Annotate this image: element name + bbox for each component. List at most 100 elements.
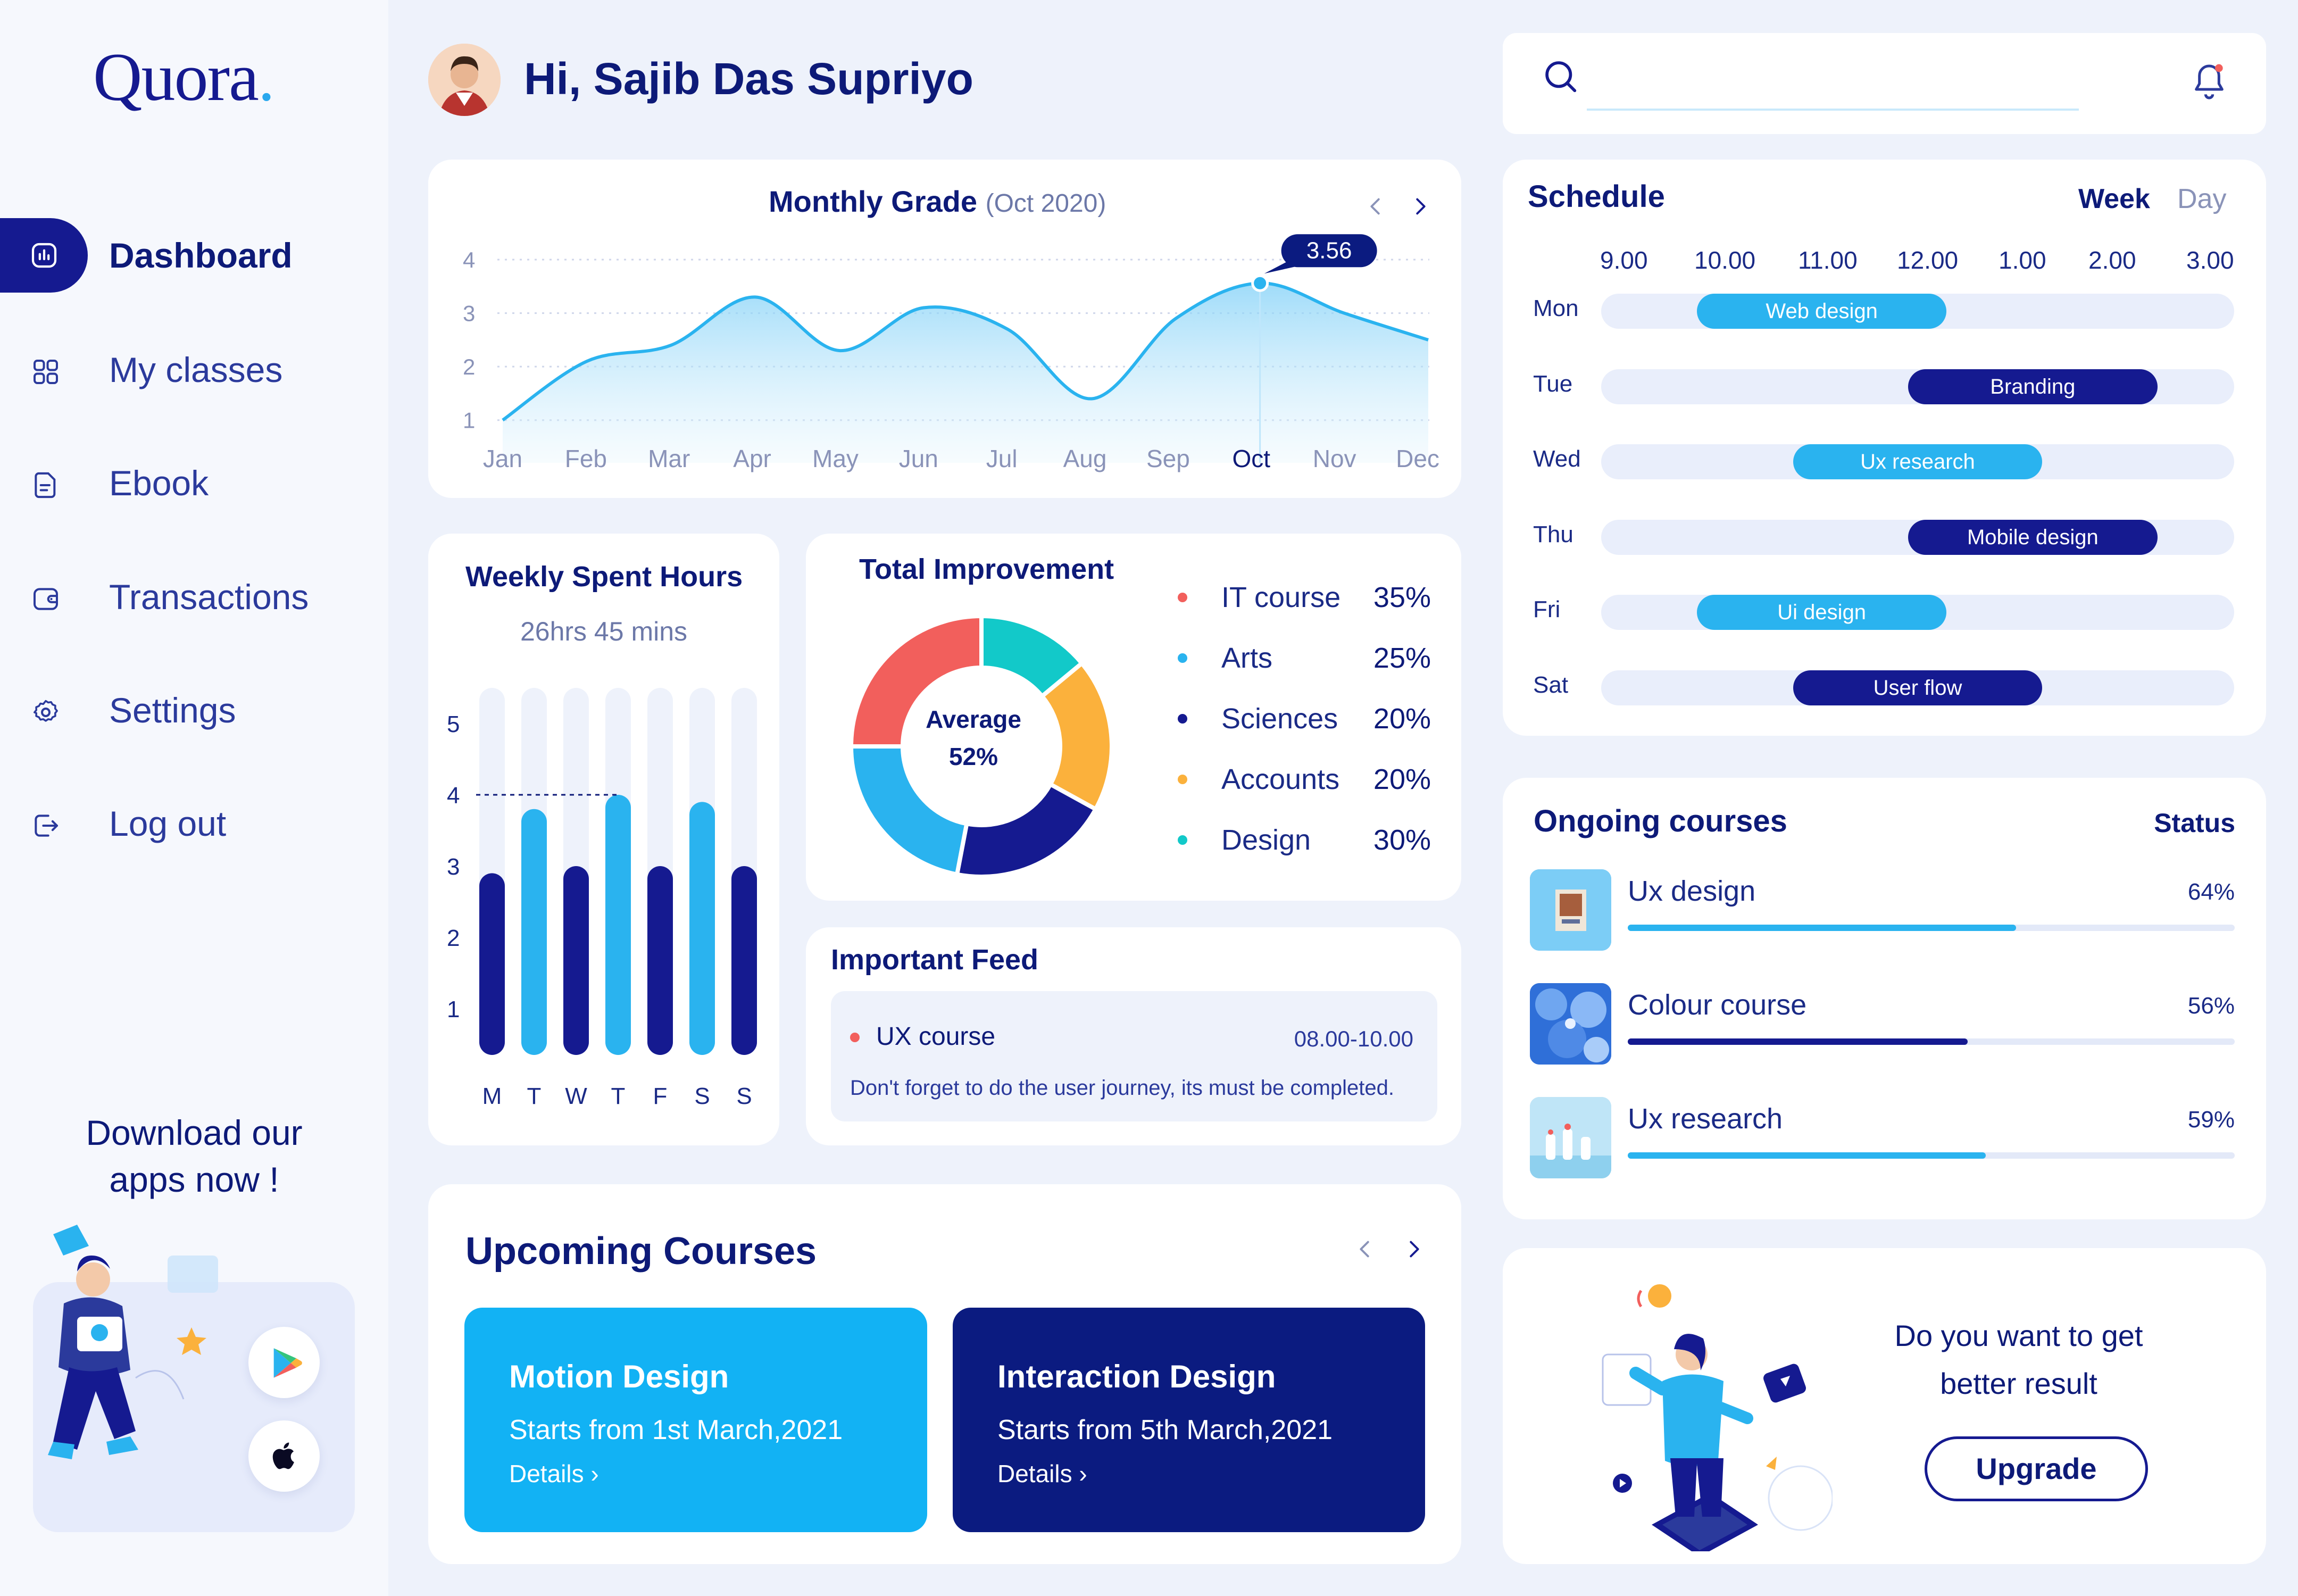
progress-fill xyxy=(1628,1038,1968,1045)
legend-dot xyxy=(1178,593,1187,602)
logo-dot: . xyxy=(257,39,275,115)
course-row-ux-research[interactable]: Ux research 59% xyxy=(1530,1097,2235,1182)
bar xyxy=(521,809,547,1055)
tab-week[interactable]: Week xyxy=(2078,184,2150,214)
details-link[interactable]: Details › xyxy=(997,1459,1087,1488)
sidebar-item-ebook[interactable]: Ebook xyxy=(0,446,372,520)
x-tick-label: T xyxy=(527,1083,542,1109)
legend-name: Accounts xyxy=(1221,763,1340,795)
course-start: Starts from 5th March,2021 xyxy=(997,1415,1333,1445)
x-tick-label: Mar xyxy=(648,445,690,472)
schedule-event[interactable]: Ux research xyxy=(1793,444,2043,479)
x-tick-label: Aug xyxy=(1063,445,1107,472)
schedule-event[interactable]: User flow xyxy=(1793,670,2043,705)
sidebar-item-transactions[interactable]: Transactions xyxy=(0,560,372,634)
y-tick-label: 1 xyxy=(447,996,460,1023)
x-tick-label: Jul xyxy=(986,445,1018,472)
search-card xyxy=(1503,33,2266,134)
course-card-motion-design[interactable]: Motion Design Starts from 1st March,2021… xyxy=(464,1308,927,1532)
total-improvement-title: Total Improvement xyxy=(859,553,1114,585)
ux-design-thumbnail xyxy=(1530,869,1611,951)
chevron-right-icon[interactable] xyxy=(1402,1233,1426,1265)
bar xyxy=(479,873,505,1055)
apple-icon xyxy=(272,1442,294,1469)
bell-icon[interactable] xyxy=(2188,60,2230,104)
x-tick-label: T xyxy=(611,1083,626,1109)
sidebar-item-log-out[interactable]: Log out xyxy=(0,786,372,861)
chevron-left-icon[interactable] xyxy=(1353,1233,1377,1265)
legend-value: 25% xyxy=(1373,642,1431,674)
feed-time: 08.00-10.00 xyxy=(1294,1026,1413,1051)
schedule-title: Schedule xyxy=(1528,179,1665,214)
schedule-track: User flow xyxy=(1601,670,2234,705)
sidebar-item-settings[interactable]: Settings xyxy=(0,673,372,747)
greeting: Hi, Sajib Das Supriyo xyxy=(524,54,973,104)
tab-day[interactable]: Day xyxy=(2177,184,2227,214)
y-tick-label: 4 xyxy=(447,783,460,809)
time-label: 1.00 xyxy=(1999,246,2046,274)
bar xyxy=(731,866,757,1055)
schedule-event[interactable]: Ui design xyxy=(1697,595,1947,630)
course-thumbnail xyxy=(1530,869,1611,951)
course-row-ux-design[interactable]: Ux design 64% xyxy=(1530,869,2235,954)
feed-item[interactable]: UX course 08.00-10.00 Don't forget to do… xyxy=(831,991,1437,1121)
promo-text: Do you want to get better result xyxy=(1875,1312,2162,1408)
feed-dot xyxy=(850,1033,860,1042)
ux-research-thumbnail xyxy=(1530,1097,1611,1178)
search-input[interactable] xyxy=(1587,109,2079,111)
course-row-colour-course[interactable]: Colour course 56% xyxy=(1530,983,2235,1068)
legend-name: Sciences xyxy=(1221,703,1338,735)
chevron-right-icon[interactable] xyxy=(1408,190,1433,222)
x-tick-label: May xyxy=(812,445,859,472)
details-label: Details xyxy=(509,1460,584,1487)
quora-logo[interactable]: Quora. xyxy=(93,38,275,117)
x-tick-label: S xyxy=(694,1083,710,1109)
day-label: Sat xyxy=(1533,672,1569,698)
sidebar-item-label: Dashboard xyxy=(109,236,293,275)
highlight-point xyxy=(1251,274,1269,292)
course-thumbnail xyxy=(1530,1097,1611,1178)
schedule-event[interactable]: Mobile design xyxy=(1908,520,2158,555)
colour-course-thumbnail xyxy=(1530,983,1611,1065)
details-link[interactable]: Details › xyxy=(509,1459,599,1488)
logout-icon xyxy=(35,814,58,837)
logo-text: Quora xyxy=(93,39,259,115)
legend-item: IT course 35% xyxy=(1176,575,1431,617)
progress-track xyxy=(1628,1152,2235,1159)
schedule-event[interactable]: Web design xyxy=(1697,294,1947,329)
monthly-grade-card: Monthly Grade (Oct 2020) 1 2 3 4 3.56 Jan Feb M… xyxy=(428,160,1461,498)
day-label: Fri xyxy=(1533,596,1561,622)
gear-icon xyxy=(34,700,58,722)
avatar[interactable] xyxy=(428,44,501,116)
time-label: 2.00 xyxy=(2088,246,2136,274)
legend-dot xyxy=(1178,775,1187,784)
search-icon[interactable] xyxy=(1541,57,1581,97)
progress-track xyxy=(1628,925,2235,931)
student-illustration xyxy=(48,1225,218,1459)
app-store-button[interactable] xyxy=(248,1420,320,1492)
y-tick-label: 3 xyxy=(447,854,460,880)
sidebar-item-dashboard[interactable]: Dashboard xyxy=(0,218,372,293)
y-tick-label: 2 xyxy=(463,354,475,379)
sidebar-item-my-classes[interactable]: My classes xyxy=(0,332,372,407)
x-tick-label: Sep xyxy=(1146,445,1190,472)
course-percent: 56% xyxy=(2187,993,2235,1019)
important-feed-title: Important Feed xyxy=(831,944,1039,976)
course-title: Motion Design xyxy=(509,1359,729,1394)
day-label: Tue xyxy=(1533,371,1573,397)
legend-value: 20% xyxy=(1373,703,1431,735)
legend-value: 35% xyxy=(1373,581,1431,613)
schedule-event[interactable]: Branding xyxy=(1908,369,2158,404)
google-play-button[interactable] xyxy=(248,1327,320,1398)
x-tick-label: M xyxy=(482,1083,502,1109)
legend-name: Design xyxy=(1221,824,1311,856)
chevron-left-icon[interactable] xyxy=(1363,190,1388,222)
schedule-track: Ui design xyxy=(1601,595,2234,630)
x-tick-label: Apr xyxy=(733,445,771,472)
upgrade-button[interactable]: Upgrade xyxy=(1925,1436,2148,1501)
tooltip-bubble xyxy=(1281,234,1377,268)
course-thumbnail xyxy=(1530,983,1611,1065)
schedule-track: Mobile design xyxy=(1601,520,2234,555)
course-card-interaction-design[interactable]: Interaction Design Starts from 5th March… xyxy=(953,1308,1425,1532)
